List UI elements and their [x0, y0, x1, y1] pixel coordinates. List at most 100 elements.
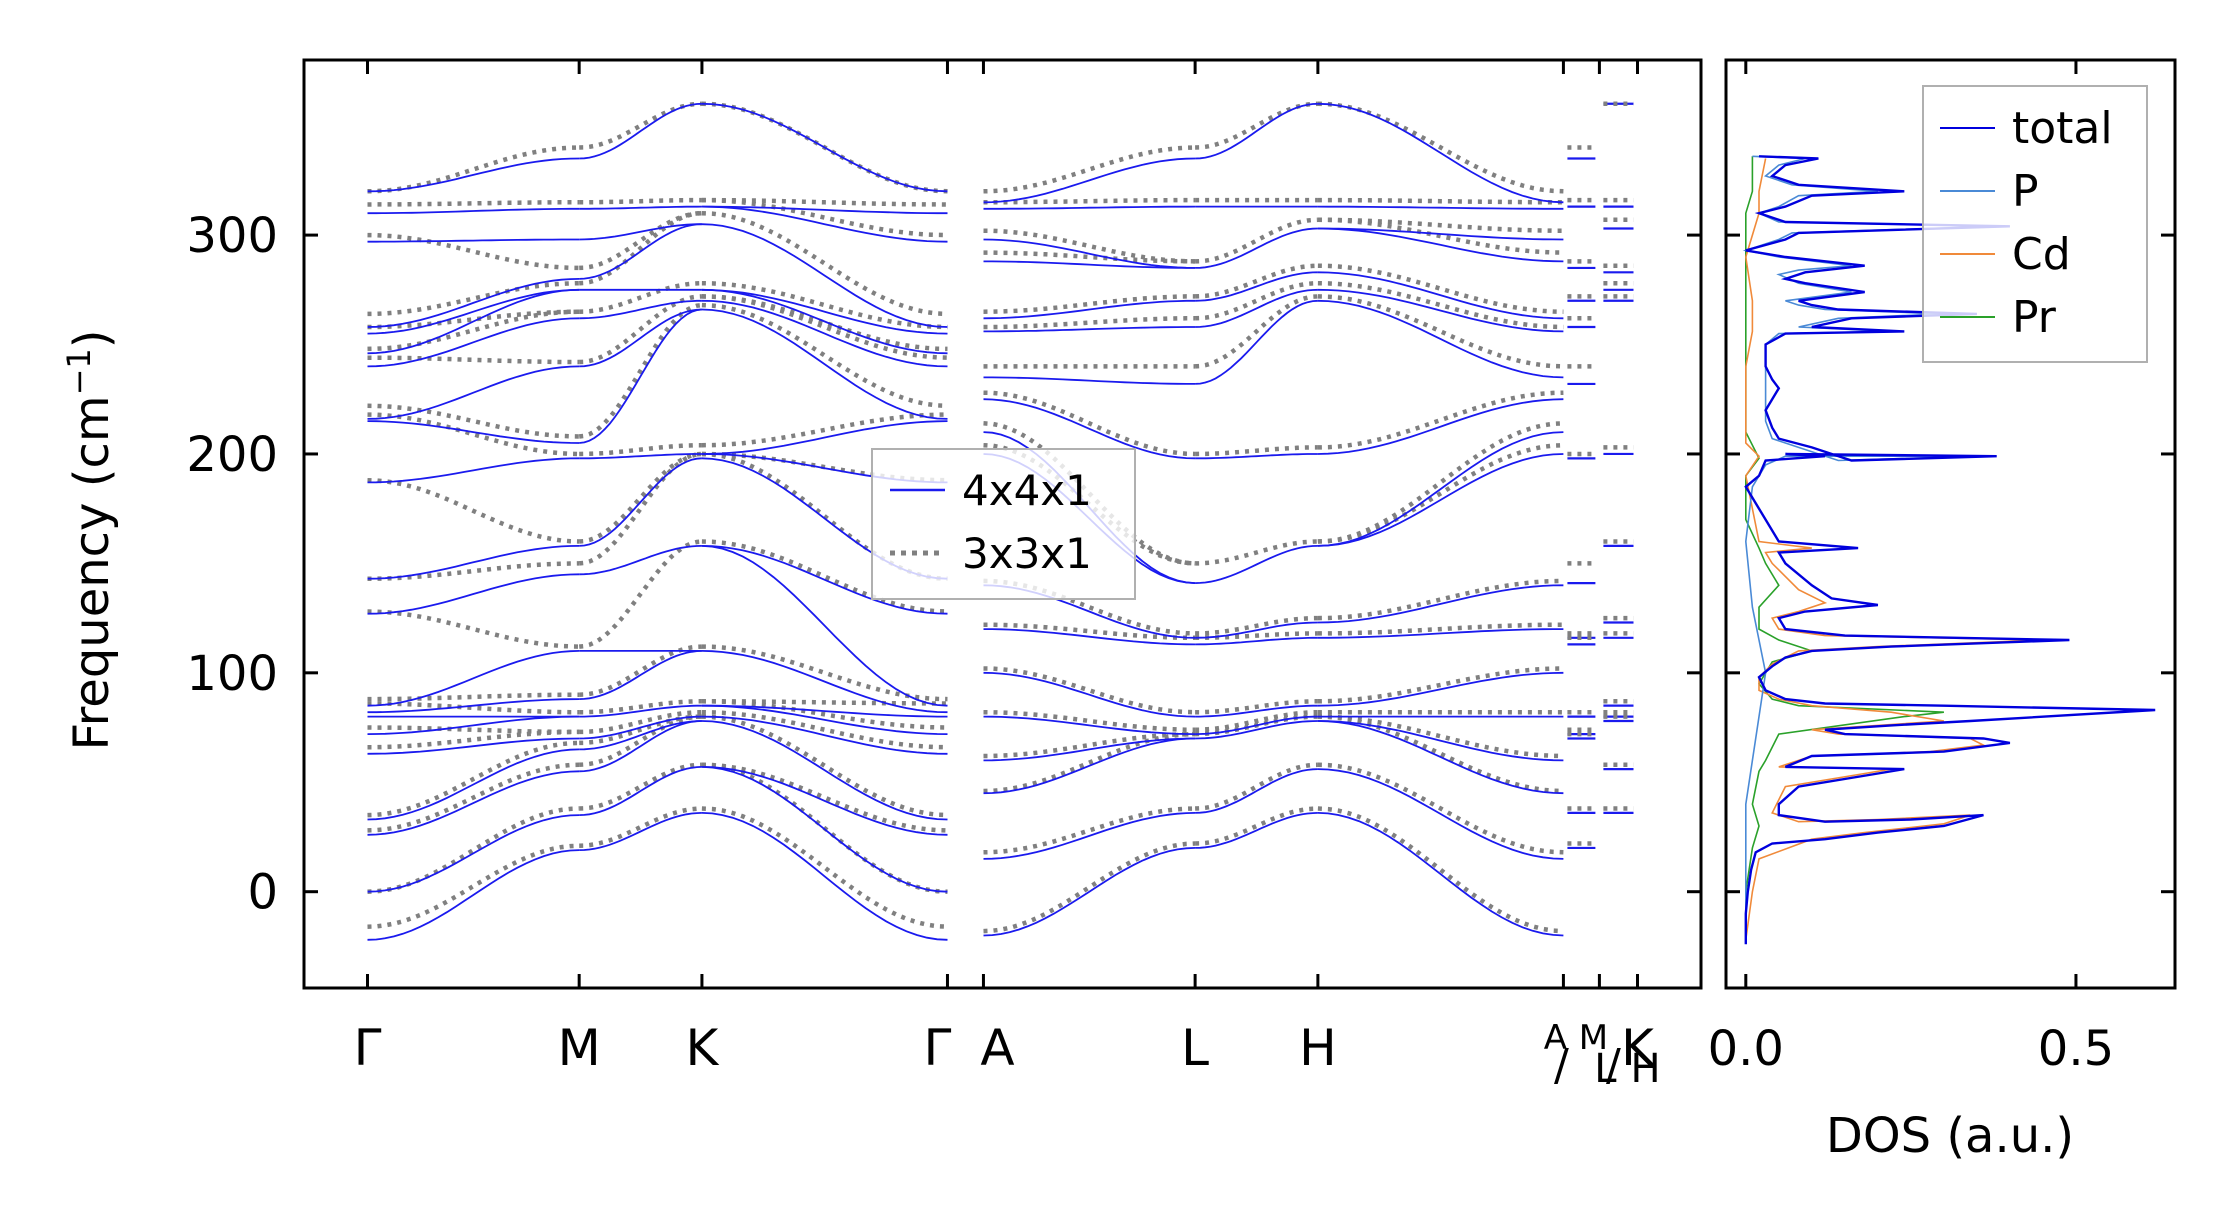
band-branch-4x4x1: [367, 420, 580, 444]
band-branch-4x4x1: [579, 453, 702, 460]
band-branch-4x4x1: [367, 814, 580, 893]
y-axis-label-main: Frequency (cm: [64, 395, 120, 750]
band-branch-3x3x1: [701, 699, 948, 730]
band-branch-4x4x1: [1317, 227, 1564, 241]
band-branch-3x3x1: [701, 412, 948, 448]
band-branch-4x4x1: [1317, 671, 1564, 707]
band-branch-4x4x1: [701, 308, 948, 420]
band-branch-3x3x1: [1195, 280, 1318, 321]
band-branch-3x3x1: [367, 355, 580, 365]
band-branch-4x4x1: [367, 737, 580, 755]
band-branch-4x4x1: [1195, 621, 1318, 639]
band-branch-3x3x1: [701, 210, 948, 317]
band-branch-3x3x1: [579, 280, 702, 314]
band-branch-3x3x1: [1195, 709, 1318, 732]
band-branch-4x4x1: [701, 766, 948, 836]
band-branch-3x3x1: [1317, 714, 1564, 794]
band-branch-3x3x1: [1317, 762, 1564, 855]
band-branch-3x3x1: [701, 714, 948, 818]
band-branch-3x3x1: [983, 806, 1196, 855]
dos-series-total: [1744, 155, 2156, 945]
dos-ticks: [1726, 60, 2175, 988]
band-branch-3x3x1: [701, 294, 948, 352]
band-branch-4x4x1: [1317, 271, 1564, 320]
dos-curves: [1742, 155, 2156, 945]
band-branch-4x4x1: [701, 720, 948, 821]
band-branch-4x4x1: [701, 299, 948, 368]
band-branch-4x4x1: [367, 849, 580, 941]
band-branch-3x3x1: [579, 451, 703, 544]
band-branch-3x3x1: [1195, 539, 1318, 566]
band-x-tick-label: Γ: [924, 1019, 952, 1077]
band-branch-4x4x1: [367, 650, 580, 707]
band-branch-4x4x1: [367, 238, 580, 243]
band-branch-3x3x1: [983, 145, 1196, 194]
band-branch-4x4x1: [983, 737, 1196, 762]
band-branch-3x3x1: [579, 714, 702, 768]
band-branch-4x4x1: [701, 704, 948, 718]
band-branch-4x4x1: [367, 278, 580, 328]
band-branch-3x3x1: [579, 762, 702, 811]
band-branch-3x3x1: [983, 316, 1196, 330]
band-branch-3x3x1: [367, 609, 580, 649]
band-branch-4x4x1: [1195, 636, 1318, 646]
band-plot-frame: [302, 58, 1703, 990]
legend-label-p: P: [2012, 166, 2039, 217]
band-y-tick-label: 300: [186, 208, 278, 264]
band-branch-4x4x1: [983, 260, 1196, 269]
band-branch-3x3x1: [579, 699, 702, 715]
band-branch-4x4x1: [367, 573, 580, 615]
band-branch-4x4x1: [983, 671, 1196, 718]
band-branch-3x3x1: [1317, 294, 1564, 369]
band-branch-3x3x1: [701, 280, 948, 330]
band-branch-3x3x1: [367, 200, 580, 207]
band-branch-3x3x1: [983, 731, 1196, 759]
band-branch-4x4x1: [701, 205, 948, 243]
band-branch-4x4x1: [701, 766, 948, 893]
band-branch-3x3x1: [1195, 806, 1318, 846]
band-branch-4x4x1: [367, 365, 580, 420]
legend-label-3x3x1: 3x3x1: [962, 529, 1092, 578]
band-x-tick-label-fragment: L: [1594, 1046, 1617, 1092]
band-branch-3x3x1: [579, 714, 702, 746]
band-branch-4x4x1: [1317, 227, 1564, 263]
band-branch-3x3x1: [701, 762, 948, 833]
band-branch-4x4x1: [367, 288, 580, 335]
band-branch-4x4x1: [1195, 715, 1318, 735]
band-branch-4x4x1: [579, 766, 702, 816]
band-branch-4x4x1: [367, 317, 580, 368]
y-axis-label-close: ): [64, 329, 120, 348]
band-branch-3x3x1: [1317, 666, 1564, 704]
dos-x-tick-labels: 0.0 0.5: [1708, 1021, 2114, 1077]
band-branch-4x4x1: [579, 205, 702, 210]
band-branch-4x4x1: [701, 715, 948, 755]
band-branch-4x4x1: [983, 737, 1196, 795]
band-branch-3x3x1: [578, 539, 703, 649]
band-branch-3x3x1: [1195, 445, 1318, 457]
band-branch-4x4x1: [1195, 812, 1318, 849]
band-branch-4x4x1: [1195, 227, 1318, 269]
band-branch-3x3x1: [367, 412, 580, 457]
band-y-tick-label: 100: [186, 646, 278, 702]
band-branch-4x4x1: [1317, 768, 1564, 860]
band-branch-3x3x1: [1317, 714, 1564, 759]
band-branch-4x4x1: [579, 223, 702, 280]
dos-x-axis-label: DOS (a.u.): [1826, 1108, 2074, 1164]
band-branch-4x4x1: [367, 207, 580, 215]
legend-label-pr: Pr: [2012, 292, 2057, 343]
band-branch-3x3x1: [367, 280, 580, 317]
band-branch-4x4x1: [579, 704, 702, 718]
band-branch-3x3x1: [1317, 622, 1564, 636]
band-branch-3x3x1: [579, 806, 702, 848]
band-branch-4x4x1: [1317, 628, 1564, 639]
band-branch-4x4x1: [1195, 453, 1318, 460]
band-branch-3x3x1: [579, 709, 702, 735]
band-branch-4x4x1: [1317, 288, 1564, 333]
band-x-tick-label: L: [1181, 1019, 1209, 1077]
band-branch-3x3x1: [579, 644, 702, 697]
band-branch-3x3x1: [701, 451, 948, 581]
band-branch-4x4x1: [1317, 102, 1564, 204]
band-branch-3x3x1: [367, 309, 580, 352]
band-x-tick-label: K: [686, 1019, 720, 1077]
